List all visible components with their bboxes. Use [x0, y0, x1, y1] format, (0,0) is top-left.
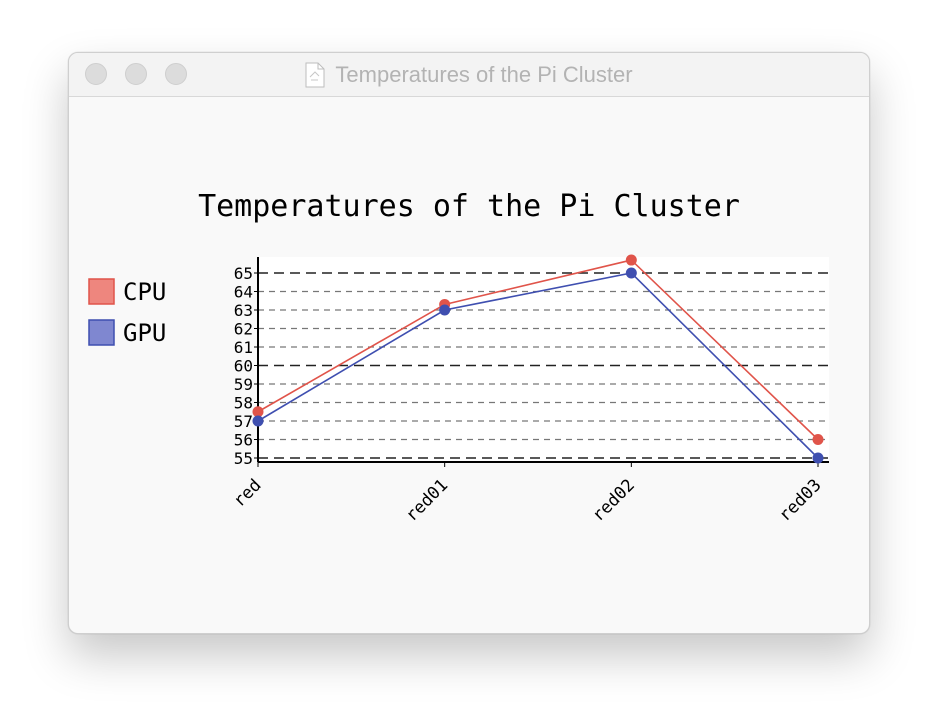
x-tick-label: red: [230, 475, 266, 511]
y-tick-label: 64: [234, 283, 253, 302]
data-point-gpu: [625, 267, 637, 279]
window-title: Temperatures of the Pi Cluster: [335, 61, 633, 87]
y-tick-label: 63: [234, 301, 253, 320]
y-tick-label: 61: [234, 338, 253, 357]
y-tick-label: 65: [234, 264, 253, 283]
data-point-cpu: [812, 434, 824, 445]
x-tick-label: red03: [775, 475, 825, 525]
minimize-button[interactable]: [125, 63, 147, 85]
y-tick-label: 55: [234, 449, 253, 468]
title-wrap: Temperatures of the Pi Cluster: [69, 53, 869, 96]
legend-swatch-gpu: [88, 319, 115, 346]
legend-label-cpu: CPU: [123, 278, 166, 306]
chart-title: Temperatures of the Pi Cluster: [198, 189, 740, 224]
zoom-button[interactable]: [165, 63, 187, 85]
title-bar: Temperatures of the Pi Cluster: [69, 53, 869, 97]
x-tick-label: red02: [589, 475, 639, 525]
data-point-gpu: [252, 415, 264, 427]
document-icon: [305, 62, 325, 87]
close-button[interactable]: [85, 63, 107, 85]
data-point-gpu: [439, 304, 451, 316]
y-tick-label: 58: [234, 394, 253, 413]
line-chart: Temperatures of the Pi Cluster 555657585…: [88, 189, 829, 526]
y-tick-label: 60: [234, 357, 253, 376]
x-tick-label: red01: [402, 475, 452, 525]
data-point-gpu: [812, 452, 824, 464]
plot-area: [258, 257, 829, 462]
data-point-cpu: [625, 254, 637, 266]
y-tick-label: 59: [234, 375, 253, 394]
y-tick-label: 56: [234, 431, 253, 450]
series-line-cpu: [257, 259, 819, 441]
chart-window: Temperatures of the Pi Cluster Temperatu…: [68, 52, 870, 634]
legend-swatch-cpu: [88, 278, 115, 305]
y-tick-label: 62: [234, 320, 253, 339]
y-tick-label: 57: [234, 412, 253, 431]
data-point-cpu: [252, 406, 264, 418]
legend-label-gpu: GPU: [123, 319, 166, 347]
series-line-gpu: [257, 272, 819, 459]
